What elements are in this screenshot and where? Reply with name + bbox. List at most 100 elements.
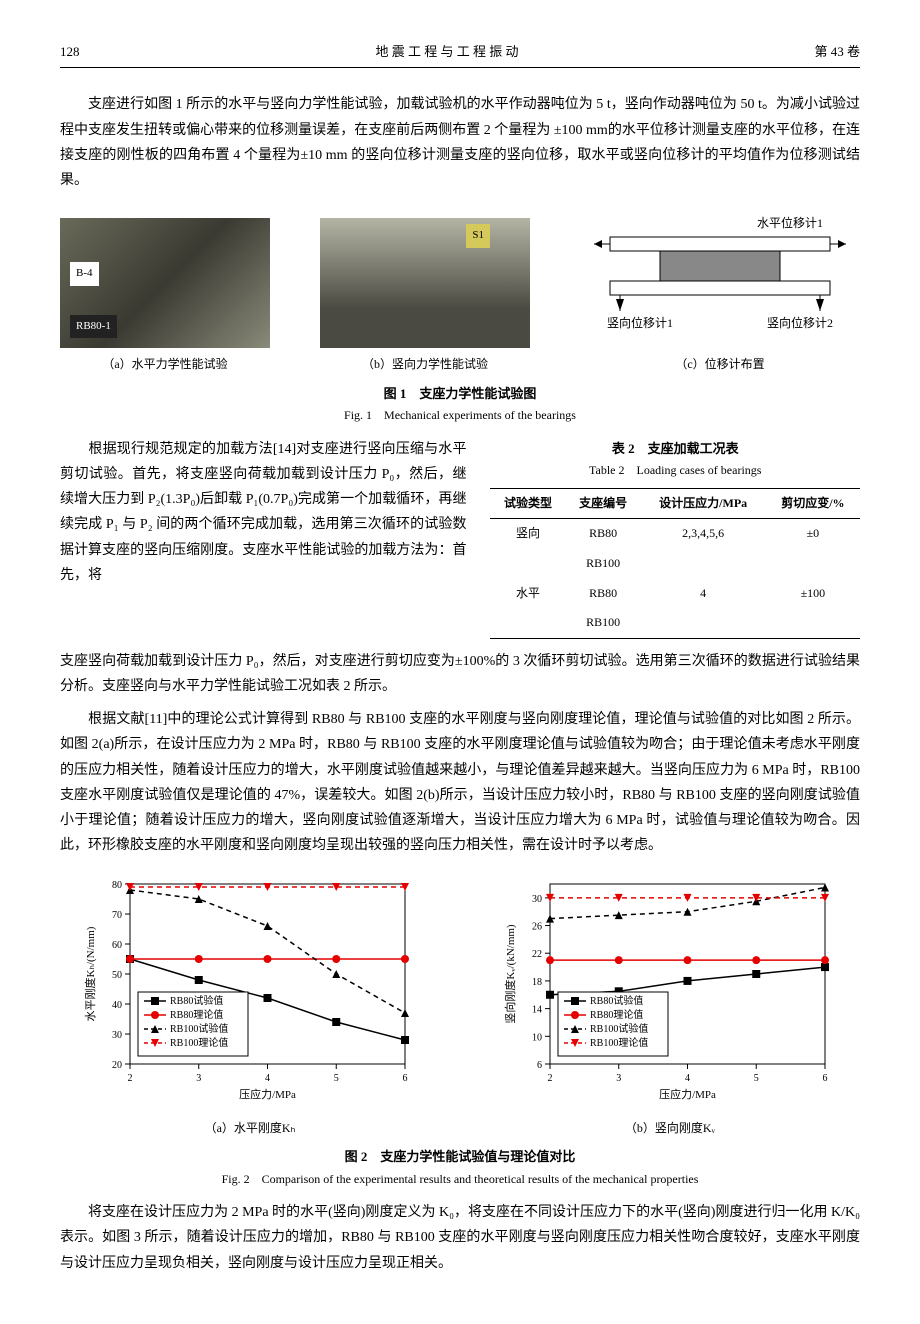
table-cell [490, 608, 565, 638]
chart-a-wrap: 2 3 4 5 6 20 30 40 50 60 70 80 压应力/MPa 水平刚度Kₕ/(N/mm) R… [80, 872, 420, 1139]
table-row: RB100 [490, 608, 860, 638]
table-cell: 2,3,4,5,6 [641, 519, 766, 549]
svg-text:70: 70 [112, 910, 122, 921]
diagram-bl-label: 竖向位移计1 [607, 315, 673, 330]
svg-text:RB80理论值: RB80理论值 [590, 1008, 643, 1021]
fig1-caption-cn: 图 1 支座力学性能试验图 [60, 382, 860, 405]
para-table-row: 根据现行规范规定的加载方法[14]对支座进行竖向压缩与水平剪切试验。首先，将支座… [60, 437, 860, 639]
svg-text:5: 5 [754, 1073, 759, 1084]
svg-text:30: 30 [112, 1030, 122, 1041]
svg-text:压应力/MPa: 压应力/MPa [239, 1087, 296, 1101]
svg-text:4: 4 [685, 1073, 690, 1084]
photo-a-tag2: RB80-1 [70, 315, 117, 339]
svg-text:2: 2 [128, 1073, 133, 1084]
chart-b: 234566101418222630压应力/MPa竖向刚度Kᵥ/(kN/mm)R… [500, 872, 840, 1102]
table-cell: RB100 [566, 549, 641, 579]
svg-text:26: 26 [532, 922, 542, 933]
table-cell: 竖向 [490, 519, 565, 549]
figure-1a: B-4 RB80-1 （a）水平力学性能试验 [60, 218, 270, 376]
volume: 第 43 卷 [814, 40, 860, 63]
svg-text:6: 6 [823, 1073, 828, 1084]
fig2-caption-cn: 图 2 支座力学性能试验值与理论值对比 [60, 1145, 860, 1168]
th-2: 设计压应力/MPa [641, 488, 766, 519]
th-3: 剪切应变/% [766, 488, 860, 519]
journal-title: 地 震 工 程 与 工 程 振 动 [375, 40, 518, 63]
chart-b-caption: （b）竖向刚度Kᵥ [500, 1118, 840, 1140]
figure-1-row: B-4 RB80-1 （a）水平力学性能试验 S1 （b）竖向力学性能试验 水平… [60, 209, 860, 376]
photo-b-tag: S1 [466, 224, 490, 248]
svg-text:20: 20 [112, 1060, 122, 1071]
table-row: 水平RB804±100 [490, 579, 860, 609]
svg-text:RB80试验值: RB80试验值 [170, 994, 223, 1007]
fig1-caption-en: Fig. 1 Mechanical experiments of the bea… [60, 405, 860, 427]
table2-title-en: Table 2 Loading cases of bearings [490, 460, 860, 482]
svg-text:竖向刚度Kᵥ/(kN/mm): 竖向刚度Kᵥ/(kN/mm) [503, 924, 517, 1024]
svg-text:3: 3 [616, 1073, 621, 1084]
page-header: 128 地 震 工 程 与 工 程 振 动 第 43 卷 [60, 40, 860, 68]
paragraph-4: 将支座在设计压应力为 2 MPa 时的水平(竖向)刚度定义为 K₀，将支座在不同… [60, 1200, 860, 1276]
chart-a-caption: （a）水平刚度Kₕ [80, 1118, 420, 1140]
table-cell: ±100 [766, 579, 860, 609]
svg-text:6: 6 [403, 1073, 408, 1084]
svg-text:RB80试验值: RB80试验值 [590, 994, 643, 1007]
paragraph-2-cont: 支座竖向荷载加载到设计压力 P₀，然后，对支座进行剪切应变为±100%的 3 次… [60, 649, 860, 699]
svg-text:RB100理论值: RB100理论值 [590, 1036, 648, 1049]
table-cell: RB80 [566, 579, 641, 609]
table-cell: 4 [641, 579, 766, 609]
table-header-row: 试验类型 支座编号 设计压应力/MPa 剪切应变/% [490, 488, 860, 519]
svg-text:10: 10 [532, 1033, 542, 1044]
svg-text:6: 6 [537, 1060, 542, 1071]
table-row: RB100 [490, 549, 860, 579]
svg-text:4: 4 [265, 1073, 270, 1084]
table-cell: RB80 [566, 519, 641, 549]
table-cell: ±0 [766, 519, 860, 549]
table-cell [641, 549, 766, 579]
table-2: 试验类型 支座编号 设计压应力/MPa 剪切应变/% 竖向RB802,3,4,5… [490, 488, 860, 639]
svg-text:50: 50 [112, 970, 122, 981]
chart-a: 2 3 4 5 6 20 30 40 50 60 70 80 压应力/MPa 水平刚度Kₕ/(N/mm) R… [80, 872, 420, 1102]
chart-b-wrap: 234566101418222630压应力/MPa竖向刚度Kᵥ/(kN/mm)R… [500, 872, 840, 1139]
svg-text:5: 5 [334, 1073, 339, 1084]
diagram-br-label: 竖向位移计2 [767, 315, 833, 330]
table2-title-cn: 表 2 支座加载工况表 [490, 437, 860, 460]
table-cell [766, 549, 860, 579]
svg-text:3: 3 [196, 1073, 201, 1084]
photo-b: S1 [320, 218, 530, 348]
svg-text:RB100理论值: RB100理论值 [170, 1036, 228, 1049]
svg-text:RB100试验值: RB100试验值 [170, 1022, 228, 1035]
displacement-diagram: 水平位移计1 竖向位移计1 竖向位移计2 [580, 209, 860, 339]
th-0: 试验类型 [490, 488, 565, 519]
svg-text:水平刚度Kₕ/(N/mm): 水平刚度Kₕ/(N/mm) [83, 927, 97, 1022]
diagram-top-label: 水平位移计1 [757, 215, 823, 230]
paragraph-2-left: 根据现行规范规定的加载方法[14]对支座进行竖向压缩与水平剪切试验。首先，将支座… [60, 437, 466, 588]
photo-a-tag: B-4 [70, 262, 99, 286]
svg-text:RB80理论值: RB80理论值 [170, 1008, 223, 1021]
svg-text:压应力/MPa: 压应力/MPa [659, 1087, 716, 1101]
svg-text:30: 30 [532, 894, 542, 905]
subfig-c-caption: （c）位移计布置 [580, 354, 860, 376]
svg-text:RB100试验值: RB100试验值 [590, 1022, 648, 1035]
svg-text:14: 14 [532, 1005, 542, 1016]
photo-a: B-4 RB80-1 [60, 218, 270, 348]
page-number: 128 [60, 40, 80, 63]
svg-text:40: 40 [112, 1000, 122, 1011]
fig2-caption-en: Fig. 2 Comparison of the experimental re… [60, 1169, 860, 1191]
table-cell [766, 608, 860, 638]
table-cell [641, 608, 766, 638]
table-cell: RB100 [566, 608, 641, 638]
svg-text:60: 60 [112, 940, 122, 951]
subfig-a-caption: （a）水平力学性能试验 [60, 354, 270, 376]
figure-2-row: 2 3 4 5 6 20 30 40 50 60 70 80 压应力/MPa 水平刚度Kₕ/(N/mm) R… [60, 872, 860, 1139]
table-row: 竖向RB802,3,4,5,6±0 [490, 519, 860, 549]
svg-text:18: 18 [532, 977, 542, 988]
figure-1c: 水平位移计1 竖向位移计1 竖向位移计2 （c）位移计布置 [580, 209, 860, 376]
th-1: 支座编号 [566, 488, 641, 519]
svg-text:2: 2 [548, 1073, 553, 1084]
table-cell: 水平 [490, 579, 565, 609]
svg-text:80: 80 [112, 880, 122, 891]
figure-1b: S1 （b）竖向力学性能试验 [320, 218, 530, 376]
paragraph-3: 根据文献[11]中的理论公式计算得到 RB80 与 RB100 支座的水平刚度与… [60, 707, 860, 858]
table-cell [490, 549, 565, 579]
paragraph-1: 支座进行如图 1 所示的水平与竖向力学性能试验，加载试验机的水平作动器吨位为 5… [60, 92, 860, 193]
subfig-b-caption: （b）竖向力学性能试验 [320, 354, 530, 376]
